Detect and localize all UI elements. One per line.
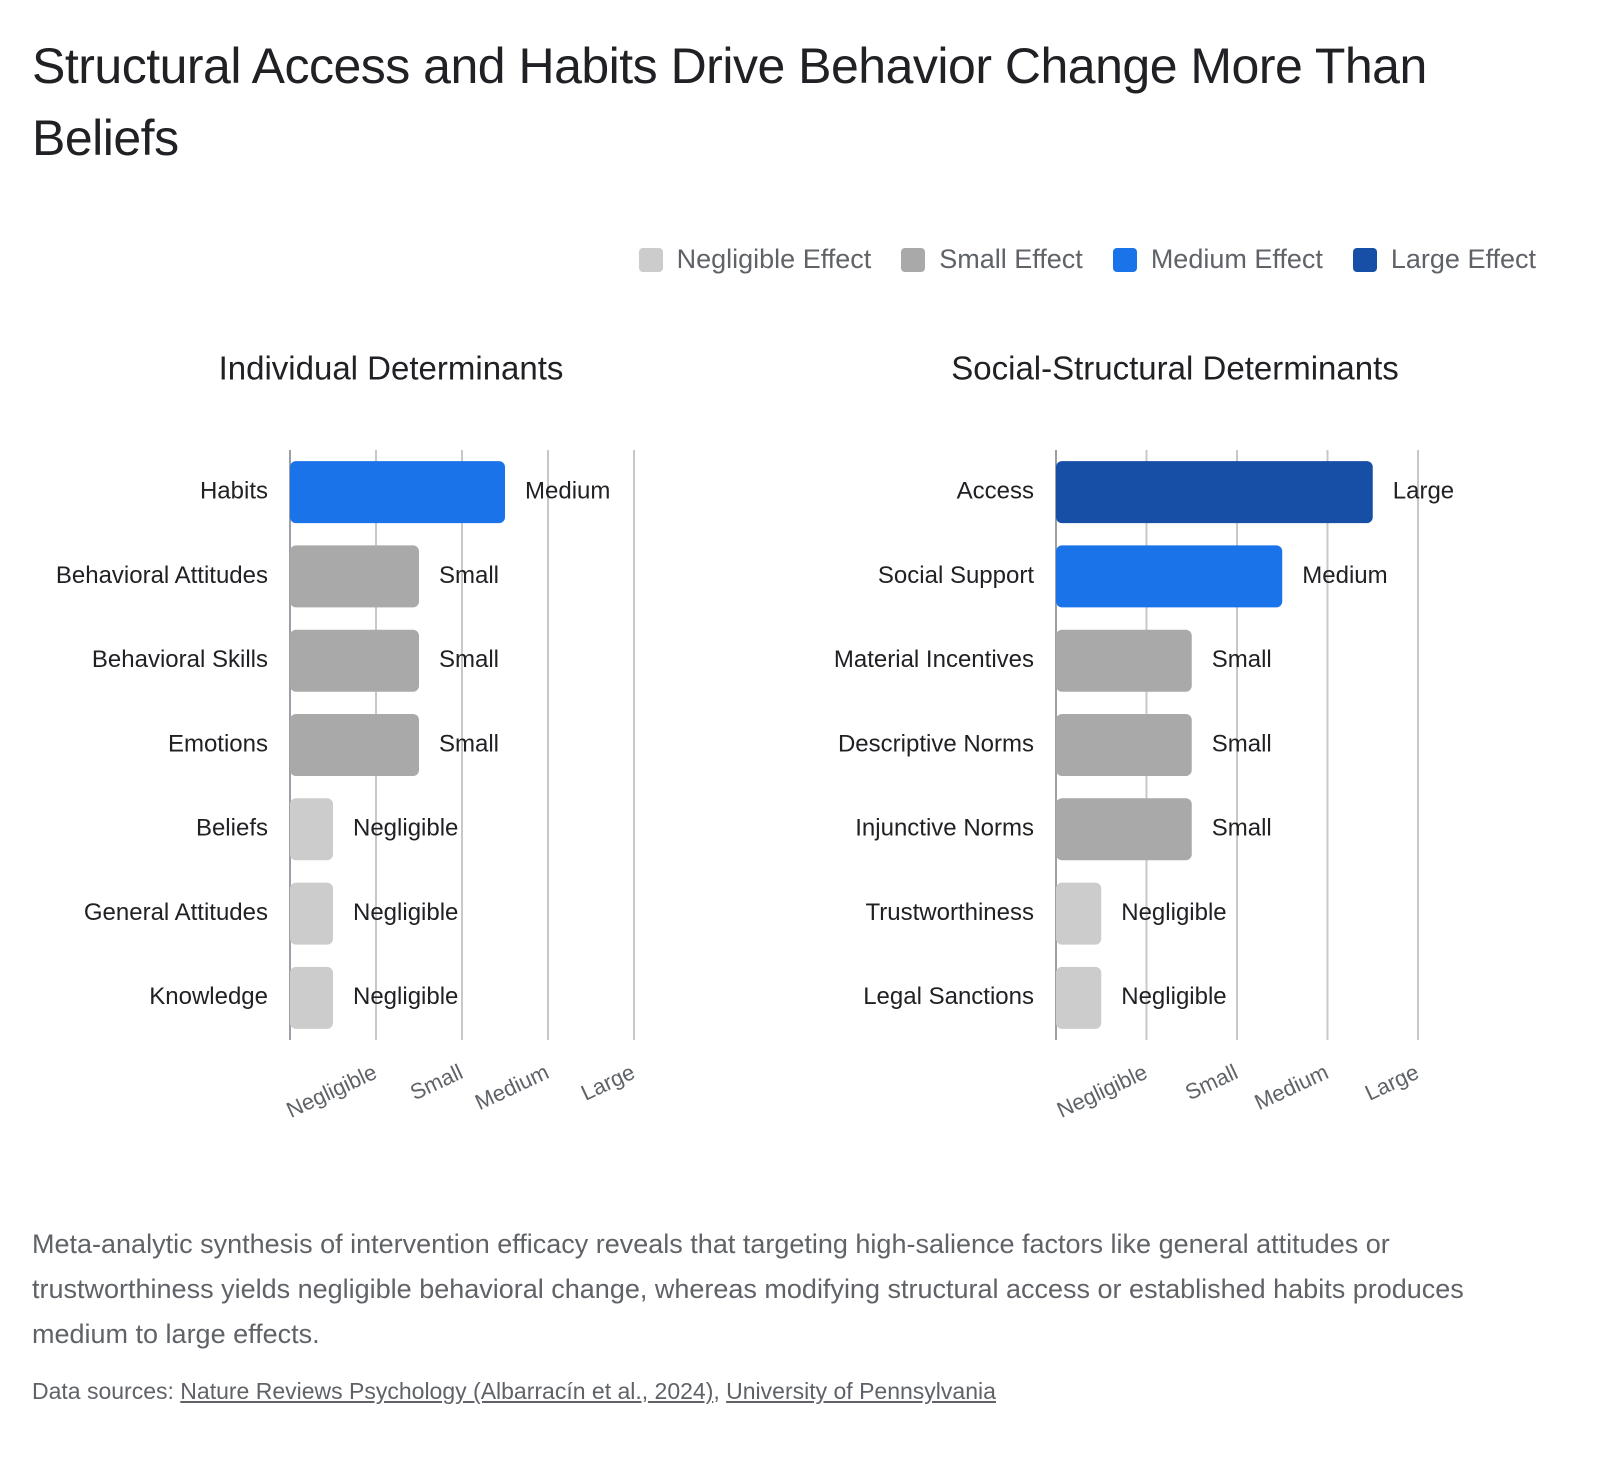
title: Structural Access and Habits Drive Behav…	[32, 38, 1427, 166]
y-tick-label: Beliefs	[196, 815, 268, 842]
bar	[1056, 461, 1373, 524]
value-label: Medium	[1302, 562, 1387, 589]
x-tick-label: Medium	[1251, 1059, 1332, 1115]
chart-title: Social-Structural Determinants	[951, 350, 1399, 387]
source-link[interactable]: University of Pennsylvania	[726, 1378, 996, 1404]
legend-swatch	[1352, 247, 1377, 272]
y-tick-label: Knowledge	[149, 983, 268, 1010]
y-tick-label: Injunctive Norms	[855, 815, 1034, 842]
value-label: Negligible	[353, 899, 458, 926]
bar	[290, 798, 333, 861]
value-label: Small	[439, 562, 499, 589]
y-tick-label: Material Incentives	[834, 646, 1034, 673]
bar	[1056, 629, 1192, 692]
description: Meta-analytic synthesis of intervention …	[32, 1229, 1464, 1349]
legend-item: Large Effect	[1352, 244, 1536, 275]
value-label: Negligible	[1121, 899, 1226, 926]
legend-label: Negligible Effect	[676, 244, 872, 274]
legend-label: Medium Effect	[1150, 244, 1323, 274]
value-label: Medium	[525, 477, 610, 504]
legend-label: Small Effect	[939, 244, 1083, 274]
y-tick-label: Access	[957, 477, 1034, 504]
bar	[290, 545, 419, 608]
bar	[290, 966, 333, 1029]
chart-title: Individual Determinants	[219, 350, 564, 387]
legend-item: Small Effect	[901, 244, 1083, 275]
x-tick-label: Large	[577, 1059, 639, 1105]
bar	[290, 629, 419, 692]
value-label: Small	[439, 646, 499, 673]
legend-swatch	[1112, 247, 1137, 272]
bar	[1056, 545, 1283, 608]
x-tick-label: Negligible	[282, 1059, 380, 1122]
bar	[1056, 798, 1192, 861]
value-label: Small	[1212, 730, 1272, 757]
bar	[290, 461, 505, 524]
value-label: Small	[1212, 815, 1272, 842]
value-label: Small	[1212, 646, 1272, 673]
y-tick-label: Behavioral Attitudes	[56, 562, 268, 589]
x-tick-label: Large	[1361, 1059, 1423, 1105]
y-tick-label: Trustworthiness	[866, 899, 1035, 926]
sources-prefix: Data sources:	[32, 1378, 174, 1404]
value-label: Negligible	[353, 815, 458, 842]
legend-swatch	[901, 247, 926, 272]
y-tick-label: Descriptive Norms	[838, 730, 1034, 757]
legend: Negligible Effect Small Effect Medium Effe…	[638, 244, 1536, 275]
legend-swatch	[638, 247, 663, 272]
value-label: Large	[1393, 477, 1454, 504]
bar	[1056, 882, 1102, 945]
x-tick-label: Small	[406, 1059, 466, 1105]
value-label: Small	[439, 730, 499, 757]
value-label: Negligible	[1121, 983, 1226, 1010]
x-tick-label: Negligible	[1053, 1059, 1151, 1122]
legend-item: Negligible Effect	[638, 244, 872, 275]
value-label: Negligible	[353, 983, 458, 1010]
y-tick-label: Habits	[200, 477, 268, 504]
sources: Data sources: Nature Reviews Psychology …	[32, 1378, 996, 1404]
y-tick-label: Legal Sanctions	[863, 983, 1034, 1010]
bar	[290, 882, 333, 945]
y-tick-label: Social Support	[878, 562, 1034, 589]
bar	[1056, 966, 1102, 1029]
y-tick-label: General Attitudes	[84, 899, 268, 926]
legend-label: Large Effect	[1390, 244, 1536, 274]
bar	[290, 714, 419, 776]
x-tick-label: Small	[1181, 1059, 1241, 1105]
y-tick-label: Emotions	[168, 730, 268, 757]
y-tick-label: Behavioral Skills	[92, 646, 268, 673]
bar	[1056, 714, 1192, 776]
x-tick-label: Medium	[471, 1059, 552, 1115]
legend-item: Medium Effect	[1112, 244, 1323, 275]
source-link[interactable]: Nature Reviews Psychology (Albarracín et…	[180, 1378, 714, 1404]
